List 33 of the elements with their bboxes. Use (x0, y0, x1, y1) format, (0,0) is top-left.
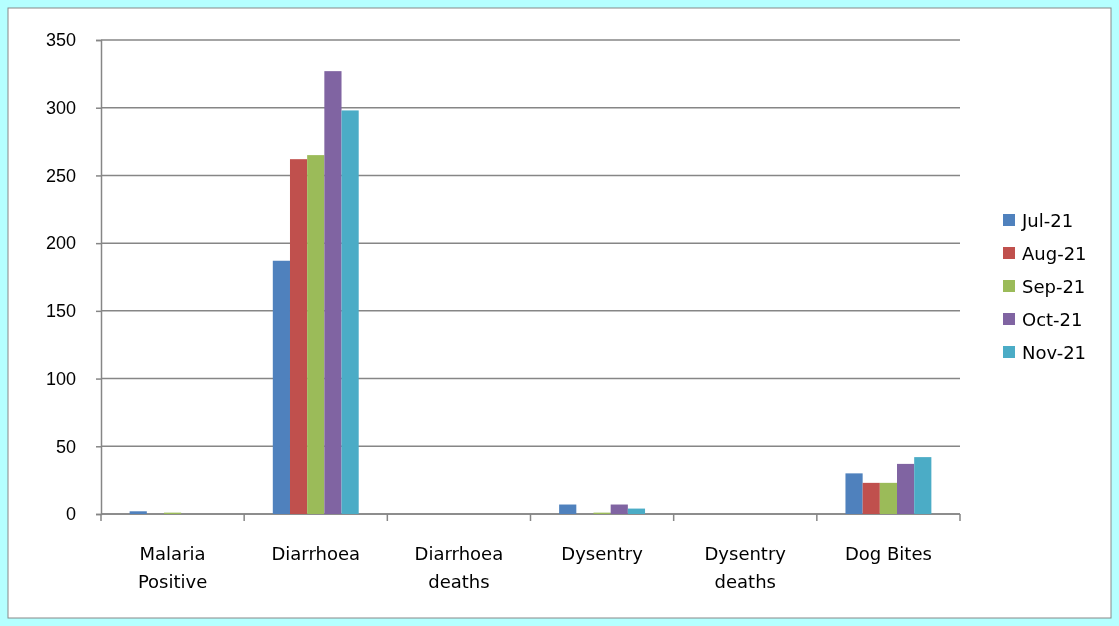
bar (627, 508, 646, 514)
x-tick-label: Diarrhoea deaths (414, 543, 504, 592)
bar (341, 110, 359, 514)
y-tick-label: 100 (45, 368, 76, 389)
y-tick-label: 350 (45, 30, 76, 51)
y-tick-label: 0 (65, 504, 76, 525)
bar (914, 457, 932, 514)
x-tick-label: Diarrhoea (271, 543, 361, 564)
bar (845, 473, 863, 514)
y-tick-label: 200 (45, 233, 76, 254)
legend-label: Nov-21 (1022, 342, 1087, 363)
legend-label: Jul-21 (1021, 210, 1074, 231)
y-tick-label: 300 (45, 97, 76, 118)
bar (129, 511, 147, 514)
legend-label: Aug-21 (1022, 243, 1087, 264)
y-tick-label: 250 (45, 165, 76, 186)
x-tick-label: Malaria Positive (137, 543, 208, 592)
x-tick-label: Dog Bites (844, 543, 932, 564)
bar (272, 260, 290, 514)
x-tick-label: Dysentry deaths (704, 543, 787, 592)
bar (324, 71, 342, 514)
bar (610, 504, 628, 514)
x-tick-label: Dysentry (561, 543, 644, 564)
bar (897, 463, 915, 514)
bar (307, 155, 325, 514)
y-tick-label: 50 (55, 436, 76, 457)
y-tick-label: 150 (45, 301, 76, 322)
bar (862, 482, 880, 514)
bar (559, 504, 577, 514)
legend-label: Sep-21 (1022, 276, 1086, 297)
bar (289, 159, 308, 514)
bar (879, 482, 898, 514)
legend-label: Oct-21 (1022, 309, 1083, 330)
